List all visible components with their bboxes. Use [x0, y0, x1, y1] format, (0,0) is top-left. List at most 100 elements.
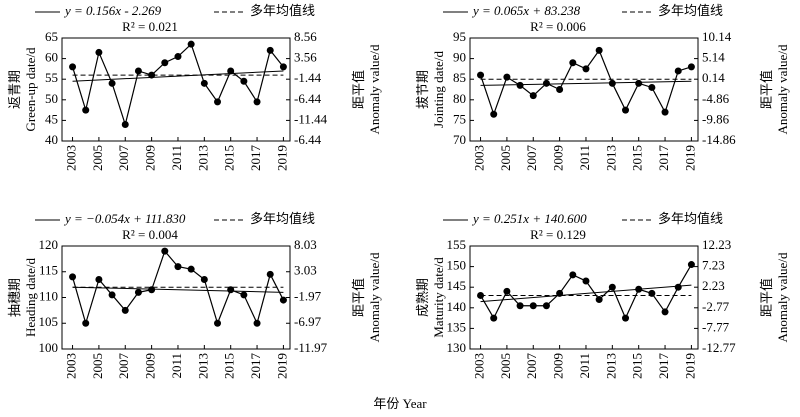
data-point	[477, 291, 485, 299]
x-tick-label: 2017	[656, 353, 671, 380]
data-point	[529, 92, 537, 100]
y2-tick-label: 5.14	[702, 50, 725, 65]
x-tick-label: 2015	[222, 145, 237, 171]
plot-frame	[61, 245, 291, 350]
y2-tick-label: 12.23	[702, 237, 731, 252]
x-tick-label: 2003	[64, 145, 79, 171]
y2-tick-label: -1.97	[294, 288, 322, 303]
y-tick-label: 155	[447, 237, 467, 252]
data-point	[608, 79, 616, 87]
x-tick-label: 2011	[169, 353, 184, 379]
y-axis-label: Green-up date/d	[23, 47, 38, 132]
x-tick-label: 2011	[169, 145, 184, 171]
data-point	[134, 288, 142, 296]
data-point	[648, 83, 656, 91]
x-tick-label: 2017	[656, 145, 671, 172]
data-point	[200, 79, 208, 87]
y2-axis-label: Anomaly value/d	[775, 252, 790, 342]
y2-tick-label: 0.14	[702, 70, 725, 85]
y-tick-label: 130	[447, 340, 467, 355]
y-tick-label: 120	[39, 237, 59, 252]
y-tick-label: 140	[447, 299, 467, 314]
data-point	[516, 302, 524, 310]
data-point	[674, 67, 682, 75]
y2-tick-label: 7.23	[702, 258, 725, 273]
y-tick-label: 95	[453, 29, 466, 44]
y-tick-label: 90	[453, 50, 466, 65]
y2-tick-label: -9.86	[702, 111, 730, 126]
data-point	[661, 308, 669, 316]
y-tick-label: 115	[39, 263, 58, 278]
data-point	[214, 98, 222, 106]
y2-tick-label: 3.03	[294, 263, 317, 278]
x-tick-label: 2019	[274, 145, 289, 171]
x-tick-label: 2003	[472, 145, 487, 171]
plot-frame	[61, 37, 291, 142]
legend-trend: y = 0.065x + 83.238	[471, 3, 581, 18]
x-tick-label: 2015	[630, 145, 645, 171]
data-point	[556, 86, 564, 93]
x-tick-label: 2003	[472, 353, 487, 379]
y2-tick-label: -2.77	[702, 299, 730, 314]
data-line	[480, 264, 692, 320]
y2-axis-label: Anomaly value/d	[367, 44, 382, 134]
y-tick-label: 110	[39, 288, 58, 303]
x-tick-label: 2009	[143, 145, 158, 171]
data-point	[542, 302, 550, 310]
data-point	[108, 79, 116, 87]
data-point	[69, 273, 77, 281]
y-tick-label: 150	[447, 258, 467, 273]
legend-r2: R² = 0.006	[530, 19, 586, 34]
data-point	[279, 63, 287, 71]
data-point	[82, 319, 90, 327]
data-point	[648, 289, 656, 297]
y2-tick-label: -6.97	[294, 314, 322, 329]
data-point	[279, 296, 287, 304]
x-tick-label: 2009	[551, 145, 566, 171]
x-tick-label: 2011	[577, 353, 592, 379]
data-point	[622, 106, 630, 114]
y-tick-label: 45	[45, 111, 58, 126]
legend-trend: y = −0.054x + 111.830	[63, 211, 186, 226]
data-point	[622, 314, 630, 322]
data-point	[569, 271, 577, 279]
data-point	[134, 67, 142, 75]
data-point	[595, 46, 603, 54]
x-tick-label: 2007	[524, 145, 539, 172]
data-point	[595, 296, 603, 304]
data-point	[82, 106, 90, 114]
plot-frame	[469, 37, 699, 142]
y2-axis-label: Anomaly value/d	[775, 44, 790, 134]
data-point	[529, 302, 537, 310]
legend-r2: R² = 0.129	[530, 227, 586, 242]
data-point	[490, 110, 498, 118]
x-tick-label: 2007	[116, 145, 131, 172]
data-point	[635, 79, 643, 87]
y2-tick-label: 3.56	[294, 50, 317, 65]
x-tick-label: 2011	[577, 145, 592, 171]
data-point	[108, 291, 116, 299]
y2-tick-label: -11.97	[294, 340, 328, 355]
y-axis-label: Maturity date/d	[431, 257, 446, 338]
y2-axis-label: Anomaly value/d	[367, 252, 382, 342]
y-tick-label: 55	[45, 70, 58, 85]
data-point	[187, 265, 195, 273]
legend-mean: 多年均值线	[658, 3, 723, 18]
data-point	[490, 314, 498, 322]
y-tick-label: 100	[39, 340, 59, 355]
data-point	[569, 59, 577, 67]
x-tick-label: 2013	[603, 145, 618, 171]
plot-frame	[469, 245, 699, 350]
trend-line	[72, 286, 284, 293]
data-point	[240, 77, 248, 85]
y2-tick-label: -6.44	[294, 91, 322, 106]
data-point	[674, 283, 682, 291]
data-point	[187, 40, 195, 48]
data-point	[69, 63, 77, 71]
data-point	[582, 277, 590, 285]
data-point	[542, 79, 550, 87]
data-point	[95, 48, 103, 56]
data-point	[253, 319, 261, 327]
x-tick-label: 2013	[603, 353, 618, 379]
x-tick-label: 2007	[116, 353, 131, 380]
